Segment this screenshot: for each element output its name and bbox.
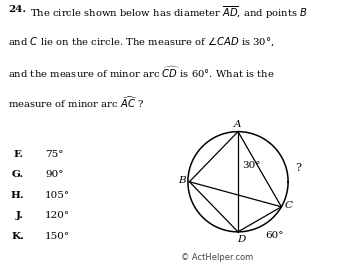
Text: K.: K. [11, 232, 24, 241]
Text: 150°: 150° [45, 232, 70, 241]
Text: 75°: 75° [45, 150, 64, 159]
Text: 120°: 120° [45, 211, 70, 220]
Text: 105°: 105° [45, 191, 70, 200]
Text: A: A [234, 120, 242, 129]
Text: F.: F. [14, 150, 24, 159]
Text: and the measure of minor arc $\widehat{CD}$ is 60$°$. What is the: and the measure of minor arc $\widehat{C… [8, 65, 275, 80]
Text: D: D [237, 235, 246, 244]
Text: H.: H. [10, 191, 24, 200]
Text: J.: J. [16, 211, 24, 220]
Text: B: B [178, 176, 186, 185]
Text: ?: ? [295, 163, 301, 173]
Text: C: C [284, 201, 292, 210]
Text: The circle shown below has diameter $\overline{AD}$, and points $B$: The circle shown below has diameter $\ov… [30, 5, 308, 21]
Text: © ActHelper.com: © ActHelper.com [181, 253, 253, 262]
Text: 24.: 24. [8, 5, 26, 14]
Text: 30°: 30° [242, 161, 260, 170]
Text: and $C$ lie on the circle. The measure of $\angle CAD$ is 30$°$,: and $C$ lie on the circle. The measure o… [8, 35, 274, 48]
Text: 60°: 60° [266, 231, 284, 240]
Text: 90°: 90° [45, 170, 64, 179]
Text: G.: G. [12, 170, 24, 179]
Text: measure of minor arc $\widehat{AC}$ ?: measure of minor arc $\widehat{AC}$ ? [8, 95, 144, 111]
